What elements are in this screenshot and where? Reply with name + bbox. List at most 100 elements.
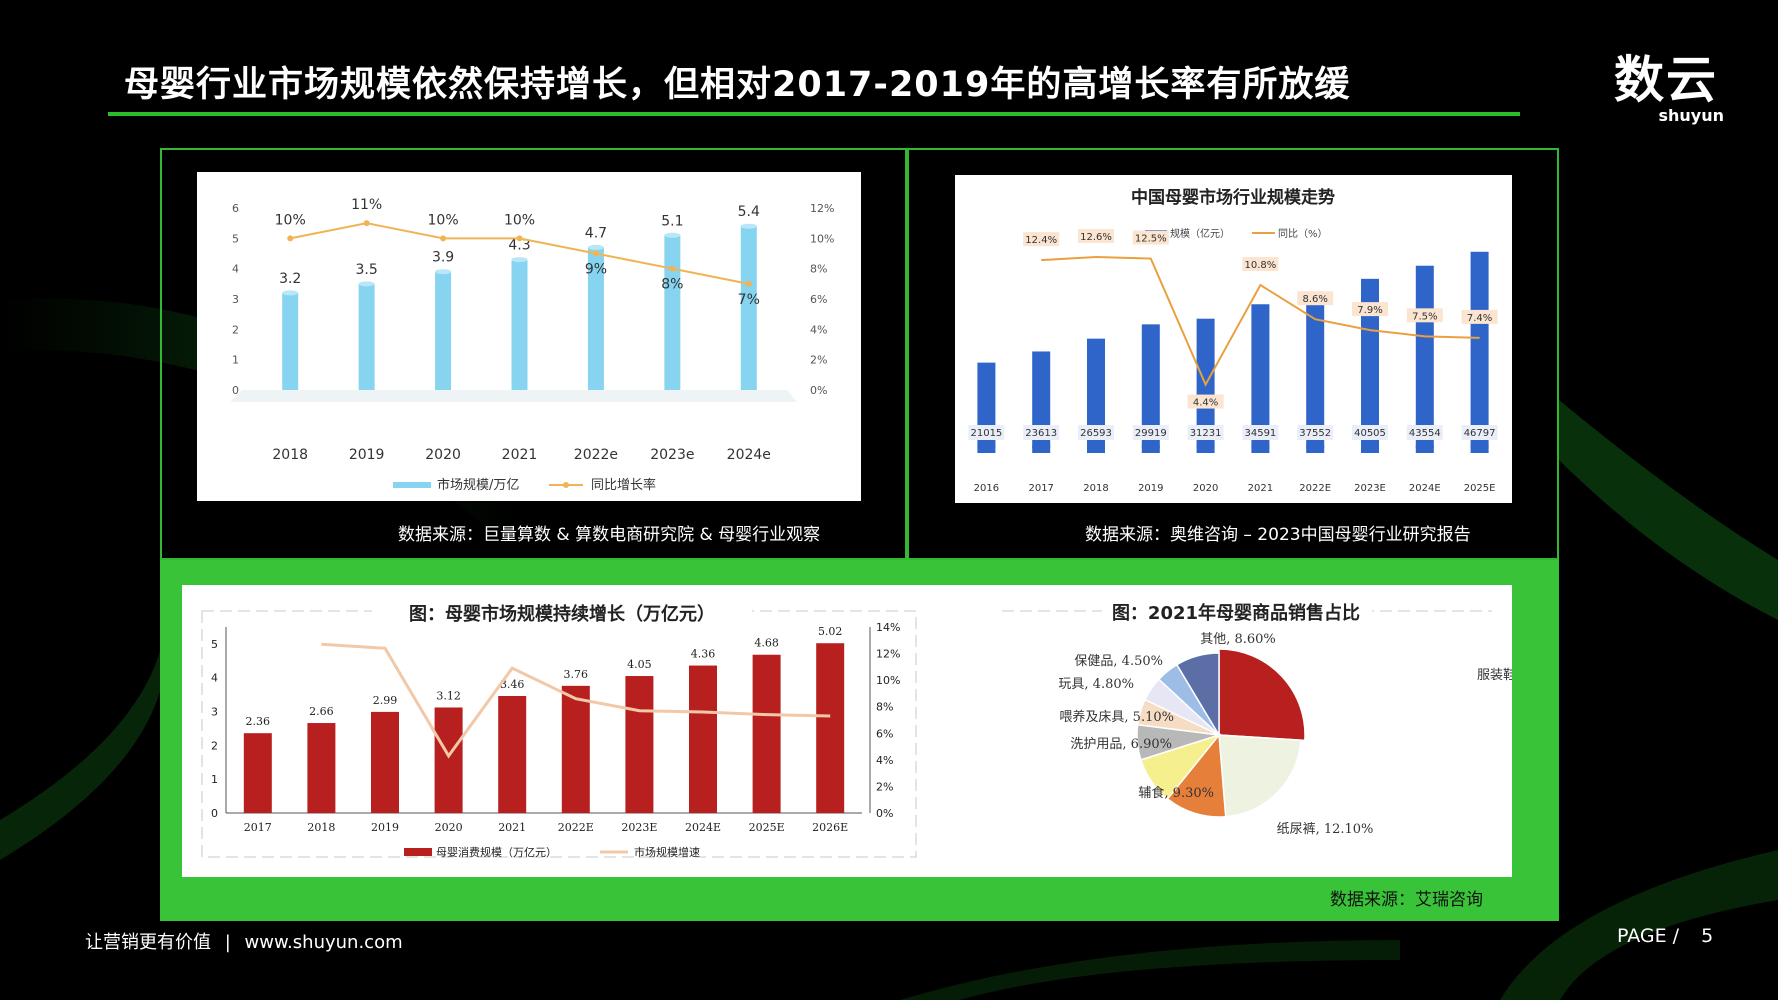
chart3-x-tick: 2025E — [749, 821, 785, 834]
chart1-y-left-tick: 4 — [232, 263, 239, 276]
chart4-title-bg — [1102, 595, 1372, 625]
chart2-value-box — [1132, 425, 1169, 440]
footer-url[interactable]: www.shuyun.com — [244, 932, 403, 953]
chart1-y-right-tick: 12% — [810, 202, 834, 215]
chart2-line-label: 12.5% — [1135, 234, 1167, 245]
chart2-x-tick: 2021 — [1248, 483, 1273, 494]
chart3-legend-bar-swatch — [404, 848, 432, 856]
footer-separator: | — [224, 932, 231, 953]
chart3-y-right-tick: 12% — [876, 648, 900, 661]
chart3-x-tick: 2019 — [371, 821, 399, 834]
chart1-line-label: 9% — [585, 262, 607, 278]
chart3-bar-label: 3.46 — [500, 678, 525, 691]
chart3-y-right-tick: 14% — [876, 621, 900, 634]
chart3-bar — [561, 685, 590, 813]
chart3-x-tick: 2017 — [244, 821, 272, 834]
chart1-x-tick: 2020 — [425, 447, 461, 463]
chart1-bar-cap — [587, 244, 604, 250]
chart2-value-box — [1023, 425, 1060, 440]
chart1-legend-line-dot — [563, 482, 569, 488]
chart1-bar — [435, 271, 452, 390]
chart3-bar — [307, 723, 336, 813]
chart1-bar-label: 5.1 — [661, 213, 683, 229]
chart2-source: 数据来源：奥维咨询 – 2023中国母婴行业研究报告 — [1085, 525, 1471, 545]
chart1-x-tick: 2022e — [574, 447, 618, 463]
chart2-line-label: 7.9% — [1357, 305, 1382, 316]
chart4-slice-label: 洗护用品, 6.90% — [1070, 737, 1172, 752]
chart2-bar — [1087, 338, 1105, 453]
chart1-line-point — [669, 265, 676, 272]
chart3-x-tick: 2023E — [621, 821, 657, 834]
logo-mark: 数云 — [1614, 51, 1718, 109]
chart1-line-label: 10% — [504, 212, 535, 228]
chart3-title: 图：母婴市场规模持续增长（万亿元） — [409, 603, 715, 625]
chart3-x-tick: 2020 — [435, 821, 463, 834]
chart4-slice — [1218, 648, 1306, 742]
chart2-bar — [1470, 251, 1489, 453]
chart2-x-tick: 2025E — [1464, 483, 1496, 494]
chart2-bar-label: 34591 — [1244, 428, 1276, 439]
chart3-frame — [201, 610, 917, 858]
chart1-bar-cap — [740, 223, 757, 229]
chart2-bar-base — [1306, 445, 1325, 448]
chart2-bar-base — [1361, 445, 1379, 448]
chart1-line-point — [287, 235, 294, 242]
logo-subtext: shuyun — [1658, 106, 1724, 125]
chart1-y-left-tick: 3 — [232, 293, 239, 306]
chart4-slice-label: 保健品, 4.50% — [1074, 654, 1163, 669]
page-title: 母婴行业市场规模依然保持增长，但相对2017-2019年的高增长率有所放缓 — [124, 65, 1351, 105]
chart2-line-label-box — [1132, 230, 1169, 245]
chart1-bar-label: 3.2 — [279, 271, 301, 287]
chart1-y-left-tick: 0 — [232, 384, 239, 397]
chart2-value-box — [968, 425, 1005, 440]
chart3-bar-label: 4.68 — [754, 637, 779, 650]
chart1-y-right-tick: 8% — [810, 263, 827, 276]
chart3-y-right-tick: 6% — [876, 727, 893, 740]
chart3-bar — [816, 643, 845, 813]
chart1-line-point — [440, 235, 447, 242]
chart2-title: 中国母婴市场行业规模走势 — [1131, 187, 1335, 208]
chart4-slice — [1218, 734, 1302, 818]
chart2-bar-label: 37552 — [1299, 428, 1331, 439]
chart4-slice-label: 喂养及床具, 5.10% — [1059, 709, 1174, 725]
chart3-bar — [371, 711, 399, 813]
chart1-bar-cap — [358, 281, 375, 287]
chart4-slice-label: 辅食, 9.30% — [1138, 785, 1214, 801]
chart1-x-tick: 2019 — [349, 447, 385, 463]
chart3-y-left-tick: 2 — [211, 739, 218, 752]
chart3-y-left-tick: 4 — [211, 672, 218, 685]
chart2-legend-line-label: 同比（%） — [1278, 228, 1328, 240]
chart3-title-bg — [372, 597, 752, 627]
chart3-y-right-tick: 8% — [876, 701, 893, 714]
chart1-line-label: 7% — [738, 292, 760, 308]
chart2-panel — [907, 148, 1559, 560]
chart1-bar-label: 4.7 — [585, 225, 607, 241]
chart3-bar-label: 3.76 — [564, 668, 589, 681]
chart3-bar-label: 4.36 — [691, 648, 716, 661]
chart2-bar-base — [1196, 445, 1215, 448]
chart2-line-label-box — [1187, 394, 1224, 409]
chart3-svg: 图：母婴市场规模持续增长（万亿元） 0 1 2 3 4 5 0% 2% 4% 6% 8% 10% 12% 1… — [201, 597, 917, 859]
page-indicator: PAGE / 5 — [1617, 925, 1713, 947]
chart2-bar — [1306, 291, 1325, 453]
chart2-x-tick: 2023E — [1354, 483, 1386, 494]
chart4-slice-label: 纸尿裤, 12.10% — [1277, 822, 1374, 837]
chart3-y-left-tick: 3 — [211, 706, 218, 719]
chart2-value-box — [1297, 425, 1334, 440]
chart2-line-label: 12.6% — [1080, 232, 1112, 243]
chart3-bar-label: 5.02 — [818, 625, 843, 638]
chart2-bar-base — [1470, 445, 1489, 448]
chart3-bar — [752, 654, 781, 813]
chart2-bar — [1141, 324, 1160, 453]
chart1-y-left-tick: 5 — [232, 232, 239, 245]
chart1-panel — [160, 148, 907, 560]
chart3-y-right-tick: 2% — [876, 780, 893, 793]
chart1-x-tick: 2024e — [727, 447, 771, 463]
chart1-legend-line-label: 同比增长率 — [591, 477, 656, 493]
chart2-bar-base — [1032, 445, 1051, 448]
chart3-y-left-tick: 0 — [211, 807, 218, 820]
chart1-bar-label: 5.4 — [738, 204, 760, 220]
chart2-bar — [1415, 265, 1434, 453]
chart2-bar-label: 21015 — [970, 428, 1002, 439]
chart2-x-tick: 2019 — [1138, 483, 1163, 494]
